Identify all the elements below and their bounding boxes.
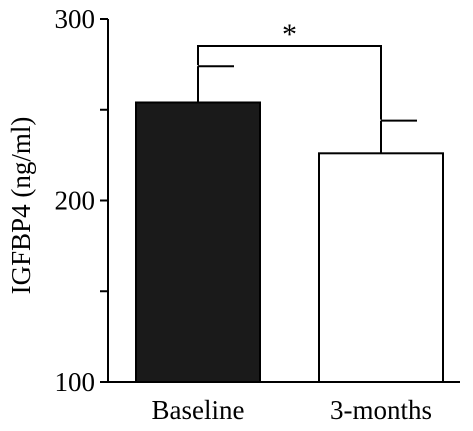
x-tick-label: Baseline: [152, 395, 245, 425]
y-axis-title: IGFBP4 (ng/ml): [6, 117, 36, 295]
error-bars: [197, 65, 417, 154]
bar-baseline: [135, 101, 261, 384]
significance-bracket: *: [197, 18, 382, 120]
y-tick-label: 300: [55, 4, 96, 34]
significance-asterisk: *: [282, 18, 297, 51]
y-ticks: 100 200 300: [55, 4, 108, 397]
y-tick-label: 100: [55, 367, 96, 397]
y-tick-label: 200: [55, 186, 96, 216]
bars: [135, 101, 444, 384]
x-tick-labels: Baseline 3-months: [152, 395, 433, 425]
bar-3-months: [318, 152, 444, 383]
x-tick-label: 3-months: [330, 395, 432, 425]
significance-line: [197, 45, 382, 120]
